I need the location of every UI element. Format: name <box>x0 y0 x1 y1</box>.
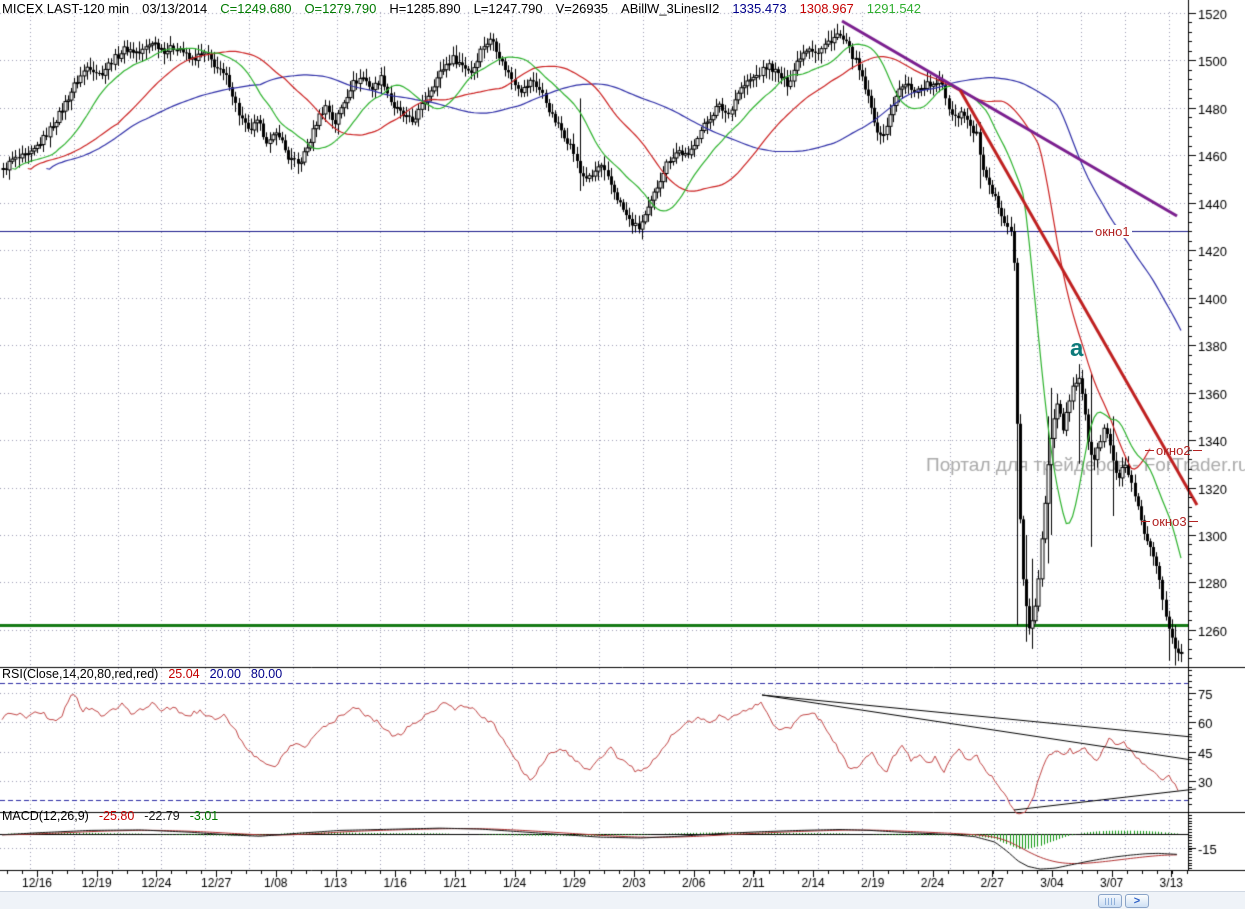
header-status-line: MICEX LAST-120 min 03/13/2014 C=1249.680 O=… <box>2 1 934 16</box>
macd-pane-label: MACD(12,26,9) -25.80 -22.79 -3.01 <box>2 809 228 823</box>
okno1-text: окно1 <box>1095 224 1130 239</box>
okno3-dash-left <box>1141 521 1150 522</box>
okno2-dash-left <box>1145 450 1154 451</box>
rsi-high-level: 80.00 <box>250 667 283 681</box>
rsi-name: RSI(Close,14,20,80,red,red) <box>2 667 159 681</box>
okno2-annotation: окно2 <box>1143 444 1204 457</box>
rsi-value: 25.04 <box>168 667 200 681</box>
macd-value: -25.80 <box>98 809 135 823</box>
symbol-label: MICEX LAST-120 min <box>2 1 130 16</box>
wave-a-annotation: a <box>1070 335 1084 362</box>
rsi-pane-label: RSI(Close,14,20,80,red,red) 25.04 20.00 80.… <box>2 667 292 681</box>
horizontal-scrollbar[interactable]: > <box>0 891 1245 909</box>
macd-signal-value: -22.79 <box>144 809 180 823</box>
indicator-name: ABillW_3LinesII2 <box>621 1 720 16</box>
close-value: C=1249.680 <box>220 1 292 16</box>
okno1-annotation: окно1 <box>1093 225 1132 238</box>
high-value: H=1285.890 <box>389 1 461 16</box>
open-value: O=1279.790 <box>304 1 377 16</box>
scroll-right-button[interactable]: > <box>1125 894 1149 908</box>
scrollbar-thumb-button[interactable] <box>1098 894 1122 908</box>
indicator-green-value: 1291.542 <box>866 1 922 16</box>
chevron-right-icon: > <box>1133 895 1141 907</box>
okno2-text: окно2 <box>1156 443 1191 458</box>
grip-icon <box>1105 898 1117 905</box>
okno3-dash-right <box>1188 521 1198 522</box>
indicator-red-value: 1308.967 <box>799 1 854 16</box>
low-value: L=1247.790 <box>473 1 543 16</box>
okno3-text: окно3 <box>1152 514 1187 529</box>
macd-hist-value: -3.01 <box>189 809 219 823</box>
macd-name: MACD(12,26,9) <box>2 809 89 823</box>
okno2-dash-right <box>1192 450 1202 451</box>
date-label: 03/13/2014 <box>142 1 208 16</box>
rsi-low-level: 20.00 <box>209 667 241 681</box>
indicator-blue-value: 1335.473 <box>732 1 787 16</box>
okno3-annotation: окно3 <box>1139 515 1200 528</box>
volume-value: V=26935 <box>555 1 609 16</box>
